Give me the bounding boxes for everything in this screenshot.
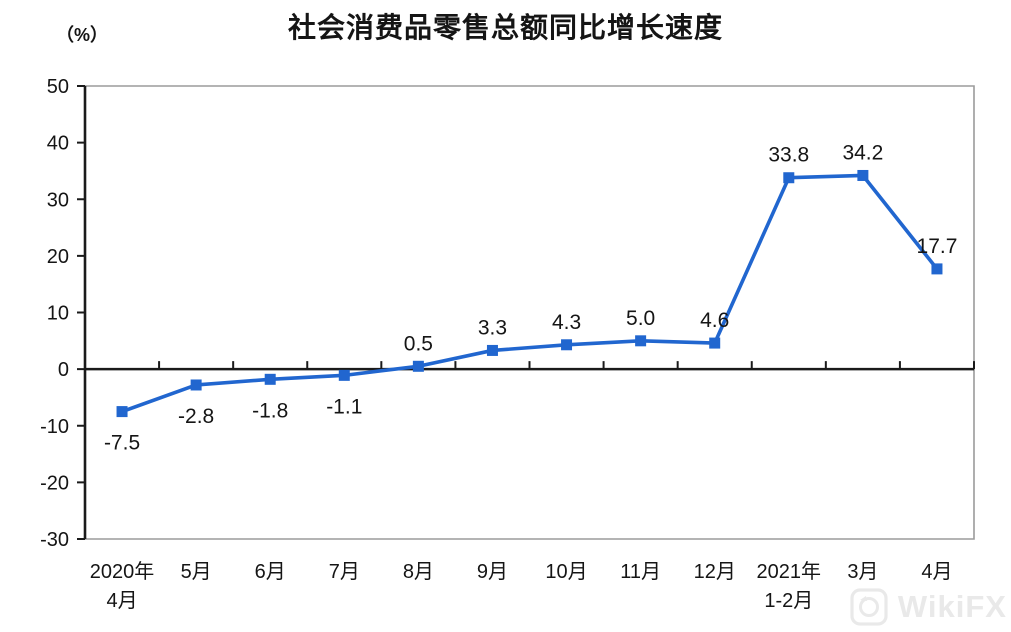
x-tick-label: 4月 <box>921 561 952 583</box>
data-point-marker <box>486 344 498 356</box>
data-point-label: 17.7 <box>917 235 958 258</box>
x-tick-label: 8月 <box>403 561 434 583</box>
x-tick-label: 7月 <box>329 561 360 583</box>
data-series <box>116 169 943 418</box>
data-point-label: 4.6 <box>700 309 729 332</box>
y-tick-label: 30 <box>47 189 69 211</box>
data-point-label: 4.3 <box>552 311 581 334</box>
x-tick-label: 9月 <box>477 561 508 583</box>
data-point-label: 0.5 <box>404 332 433 355</box>
y-tick-label: 0 <box>58 359 69 381</box>
data-point-label: -1.8 <box>252 399 288 422</box>
data-point-marker <box>412 360 424 372</box>
data-point-marker <box>709 337 721 349</box>
x-tick-label: 12月 <box>694 561 736 583</box>
x-tick-label: 2021年 1-2月 <box>757 560 822 612</box>
data-point-marker <box>116 406 128 418</box>
x-tick-label: 10月 <box>545 561 587 583</box>
y-tick-label: -20 <box>40 472 69 494</box>
data-point-label: -2.8 <box>178 405 214 428</box>
x-tick-label: 5月 <box>181 561 212 583</box>
data-point-label: 5.0 <box>626 307 655 330</box>
x-axis: 2020年 4月 5月 6月 7月 8月 9月 10月 11月 12月 2021年 1-2月 3月 4月 <box>84 361 975 612</box>
x-tick-label: 2020年 4月 <box>90 560 155 612</box>
data-point-marker <box>931 263 943 275</box>
y-tick-label: 10 <box>47 303 69 325</box>
data-point-label: -7.5 <box>104 432 140 455</box>
y-tick-label: 50 <box>47 76 69 98</box>
data-labels: -7.5 -2.8 -1.8 -1.1 0.5 3.3 4.3 5.0 4.6 33.8 34.2 1… <box>104 141 957 454</box>
y-tick-label: -30 <box>40 529 69 551</box>
plot-border <box>85 85 975 540</box>
chart-title: 社会消费品零售总额同比增长速度 <box>287 12 723 43</box>
data-point-marker <box>561 339 573 351</box>
data-point-marker <box>190 379 202 391</box>
y-axis: 50 40 30 20 10 0 -10 -20 -30 <box>40 76 87 551</box>
data-point-marker <box>635 335 647 347</box>
data-point-marker <box>857 169 869 181</box>
y-tick-label: -10 <box>40 416 69 438</box>
x-tick-label: 6月 <box>255 561 286 583</box>
data-point-marker <box>338 369 350 381</box>
data-point-label: -1.1 <box>326 395 362 418</box>
data-point-label: 3.3 <box>478 316 507 339</box>
data-point-marker <box>264 373 276 385</box>
y-tick-label: 20 <box>47 246 69 268</box>
y-axis-unit-label: （%） <box>56 25 109 45</box>
series-line <box>121 173 939 414</box>
y-tick-label: 40 <box>47 133 69 155</box>
data-point-marker <box>783 172 795 184</box>
x-tick-label: 11月 <box>620 561 661 583</box>
data-point-label: 34.2 <box>842 141 883 164</box>
data-point-label: 33.8 <box>768 144 809 167</box>
x-tick-label: 3月 <box>847 561 878 583</box>
